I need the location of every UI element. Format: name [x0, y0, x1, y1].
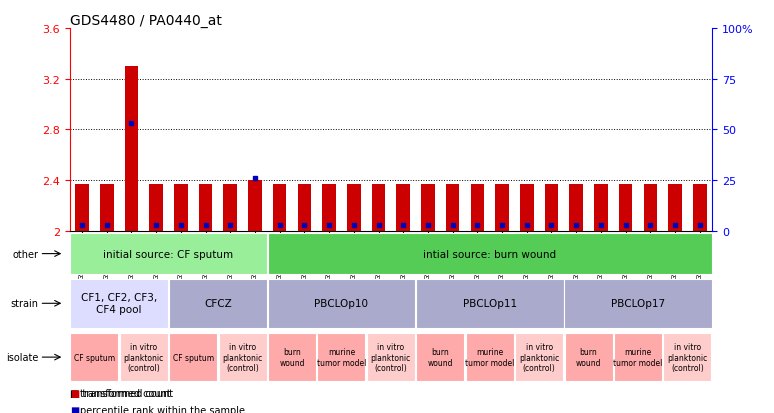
Bar [248, 181, 262, 231]
Text: in vitro
planktonic
(control): in vitro planktonic (control) [667, 342, 707, 372]
Text: PBCLOp17: PBCLOp17 [611, 299, 665, 309]
Bar [347, 185, 361, 231]
Text: ■: ■ [70, 388, 79, 398]
Text: strain: strain [11, 299, 39, 309]
Text: intial source: burn wound: intial source: burn wound [423, 249, 557, 259]
Text: in vitro
planktonic
(control): in vitro planktonic (control) [222, 342, 262, 372]
Text: ■ transformed count: ■ transformed count [70, 388, 173, 398]
Bar [594, 185, 608, 231]
Bar [120, 333, 168, 382]
Bar [471, 185, 485, 231]
Text: murine
tumor model: murine tumor model [317, 348, 366, 367]
Bar [70, 280, 168, 328]
Text: burn
wound: burn wound [427, 348, 453, 367]
Text: GDS4480 / PA0440_at: GDS4480 / PA0440_at [70, 14, 221, 28]
Bar [268, 280, 416, 328]
Bar [396, 185, 410, 231]
Bar [268, 234, 712, 275]
Text: murine
tumor model: murine tumor model [613, 348, 663, 367]
Text: transformed count: transformed count [80, 388, 170, 398]
Bar [218, 333, 266, 382]
Bar [495, 185, 509, 231]
Bar [446, 185, 460, 231]
Text: in vitro
planktonic
(control): in vitro planktonic (control) [519, 342, 560, 372]
Bar [224, 185, 237, 231]
Bar [125, 67, 139, 231]
Bar [643, 185, 657, 231]
Bar [693, 185, 707, 231]
Bar [416, 333, 464, 382]
Text: murine
tumor model: murine tumor model [465, 348, 515, 367]
Text: CFCZ: CFCZ [204, 299, 231, 309]
Bar [75, 185, 89, 231]
Text: other: other [12, 249, 39, 259]
Bar [268, 333, 316, 382]
Bar [367, 333, 415, 382]
Text: in vitro
planktonic
(control): in vitro planktonic (control) [124, 342, 164, 372]
Text: CF sputum: CF sputum [74, 353, 115, 362]
Text: initial source: CF sputum: initial source: CF sputum [104, 249, 234, 259]
Bar [149, 185, 163, 231]
Bar [199, 185, 212, 231]
Text: isolate: isolate [6, 352, 39, 362]
Bar [322, 185, 336, 231]
Bar [70, 234, 267, 275]
Bar [618, 185, 632, 231]
Text: in vitro
planktonic
(control): in vitro planktonic (control) [371, 342, 411, 372]
Bar [170, 333, 217, 382]
Bar [663, 333, 711, 382]
Bar [564, 333, 612, 382]
Bar [668, 185, 682, 231]
Text: burn
wound: burn wound [576, 348, 601, 367]
Bar [174, 185, 187, 231]
Text: CF1, CF2, CF3,
CF4 pool: CF1, CF2, CF3, CF4 pool [81, 293, 157, 314]
Text: PBCLOp10: PBCLOp10 [314, 299, 368, 309]
Bar [317, 333, 365, 382]
Bar [564, 280, 712, 328]
Text: ■: ■ [70, 405, 79, 413]
Bar [372, 185, 385, 231]
Bar [545, 185, 558, 231]
Bar [273, 185, 286, 231]
Bar [570, 185, 583, 231]
Bar [416, 280, 563, 328]
Text: burn
wound: burn wound [279, 348, 305, 367]
Bar [520, 185, 533, 231]
Bar [100, 185, 114, 231]
Bar [466, 333, 514, 382]
Bar [515, 333, 563, 382]
Text: percentile rank within the sample: percentile rank within the sample [80, 405, 245, 413]
Bar [70, 333, 118, 382]
Bar [297, 185, 311, 231]
Bar [421, 185, 435, 231]
Bar [614, 333, 662, 382]
Text: CF sputum: CF sputum [173, 353, 214, 362]
Text: PBCLOp11: PBCLOp11 [463, 299, 517, 309]
Bar [169, 280, 267, 328]
